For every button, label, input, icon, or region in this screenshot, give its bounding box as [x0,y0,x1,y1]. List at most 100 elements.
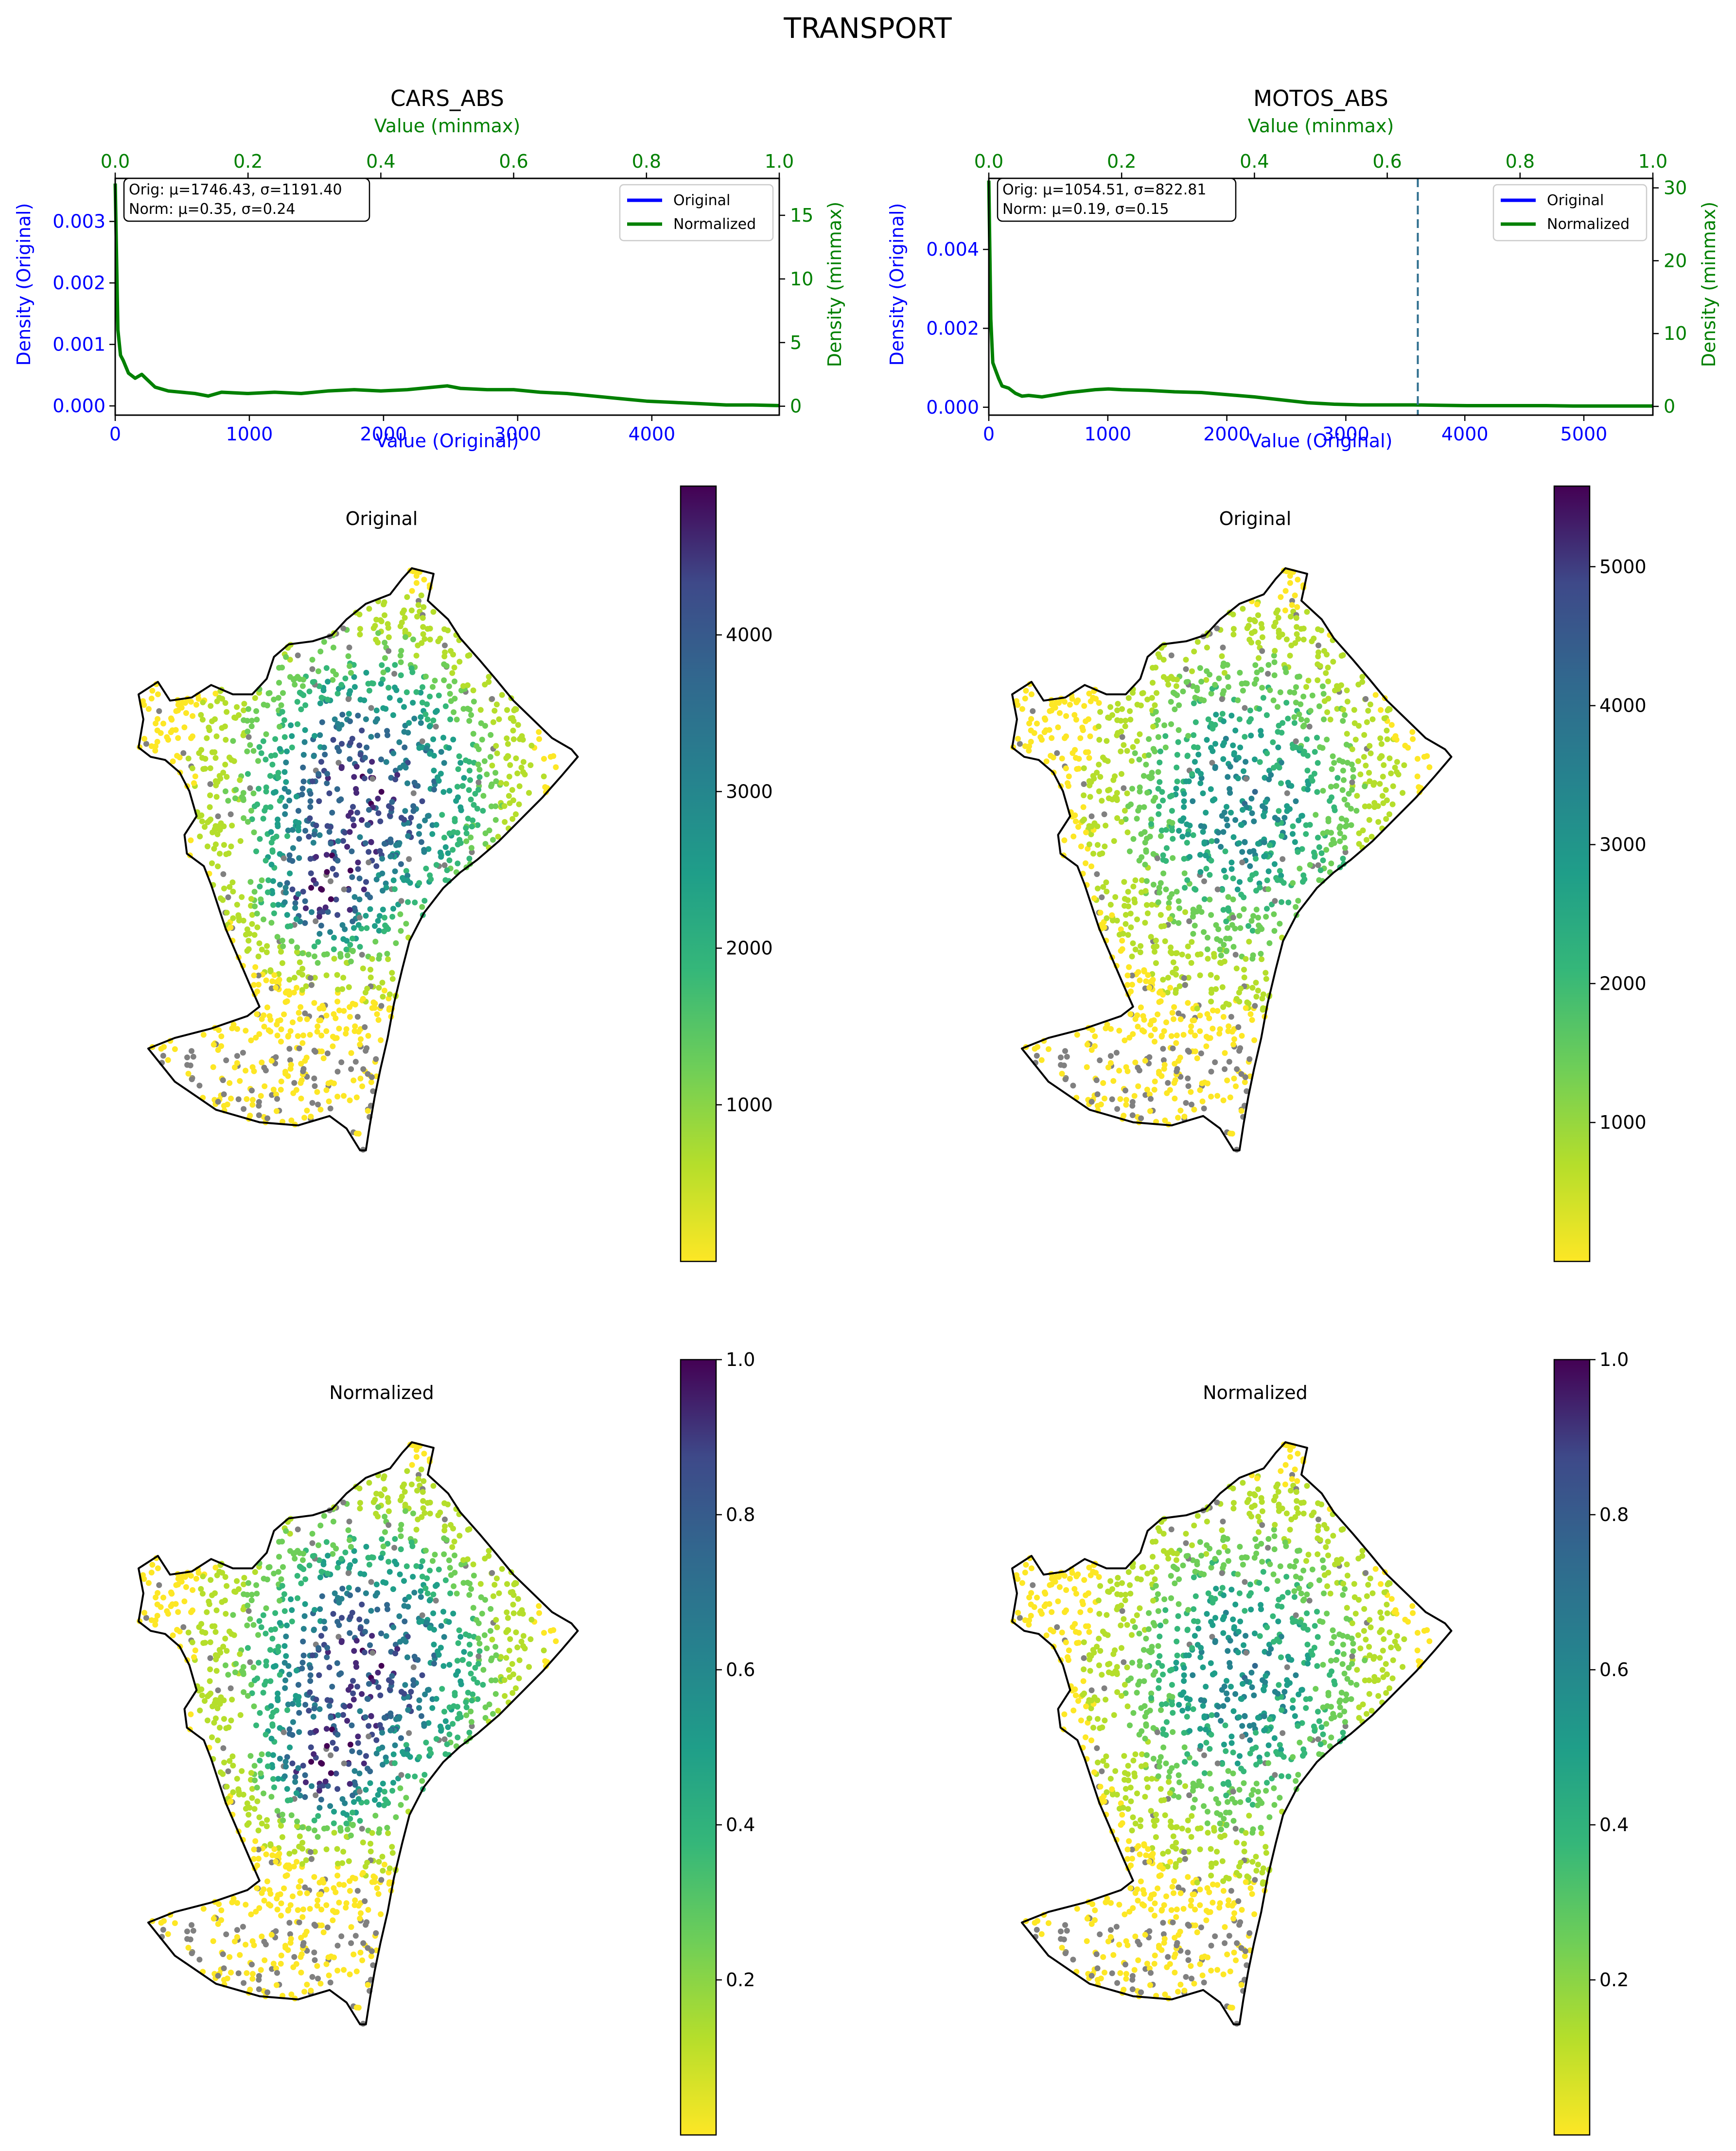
map-point [1188,1089,1194,1095]
map-point [1130,836,1137,842]
map-point [263,1823,270,1829]
map-point [223,1931,229,1938]
map-point [282,1759,289,1765]
map-point [308,1759,315,1765]
map-point [442,1577,449,1583]
map-point [1324,736,1330,743]
map-point [1039,736,1045,743]
map-point [305,1825,312,1832]
map-point [1160,1744,1167,1750]
map-point [273,1928,279,1934]
map-point [1087,698,1094,704]
map-point [235,1786,242,1792]
map-point [1172,1077,1178,1084]
map-point [386,695,393,701]
map-point [347,1537,352,1543]
map-point [1246,939,1252,945]
map-point [330,1611,336,1617]
map-point [1296,1547,1302,1554]
map-point [255,1632,261,1638]
map-point [1219,887,1226,893]
map-point [1026,748,1032,754]
map-point [327,1803,333,1809]
map-point [1349,787,1355,793]
map-point [1235,775,1241,782]
map-point [1243,1005,1249,1011]
map-point [277,1597,282,1604]
map-point [389,976,396,982]
map-point [486,1548,492,1554]
map-point [1371,780,1378,786]
map-point [210,1042,217,1048]
map-point [1157,748,1163,754]
map-point [1181,798,1187,804]
map-point [1340,1730,1346,1736]
map-point [214,1705,221,1712]
map-point [1243,1633,1249,1639]
map-point [274,934,281,940]
map-point [1248,716,1254,722]
map-point [1306,723,1313,730]
map-point [392,662,398,668]
map-point [385,1830,391,1836]
map-point [234,1026,240,1032]
map-point [1271,911,1277,917]
map-point [1317,867,1324,874]
map-point [1166,900,1172,906]
map-point [274,1096,280,1102]
map-point [1088,831,1094,838]
map-point [191,780,197,786]
map-point [393,687,400,693]
map-point [293,1667,299,1674]
map-point [1022,696,1028,701]
map-point [196,1957,203,1963]
map-point [212,1564,219,1571]
map-point [295,1682,301,1688]
map-point [287,1797,294,1803]
map-point [398,1802,404,1808]
map-point [334,857,341,864]
map-point [254,924,261,930]
map-point [471,802,477,808]
map-point [1034,720,1040,727]
map-point [346,1858,352,1864]
map-point [1250,913,1256,919]
map-point [1197,972,1203,979]
map-point [278,1026,284,1032]
map-point [1209,986,1214,993]
map-point [249,1786,255,1792]
map-point [1106,787,1113,793]
map-point [269,761,276,768]
map-point [235,912,242,918]
map-point [269,1966,275,1972]
right-y-label: Density (minmax) [1698,202,1719,367]
map-point [1165,975,1171,981]
map-point [1112,894,1119,900]
map-point [1144,1571,1151,1576]
map-point [307,856,314,862]
map-point [393,1716,399,1722]
map-point [420,615,426,621]
map-point [1109,912,1115,918]
map-point [1083,829,1089,836]
map-point [446,1731,453,1737]
map-point [249,1971,256,1977]
map-point [420,1558,425,1564]
map-point [1259,956,1265,962]
map-point [309,1783,315,1789]
map-point [389,1787,396,1794]
map-point [1086,841,1092,847]
map-point [1241,1840,1247,1847]
map-point [1230,1749,1236,1756]
map-point [299,1846,305,1852]
map-point [364,744,370,751]
map-point [261,1886,267,1892]
map-point [553,1638,559,1644]
map-point [1114,795,1120,802]
map-point [1121,742,1127,748]
map-point [234,1578,240,1584]
map-point [388,1679,395,1685]
map-point [1383,787,1389,793]
map-point [1365,708,1371,714]
map-point [300,1066,307,1072]
